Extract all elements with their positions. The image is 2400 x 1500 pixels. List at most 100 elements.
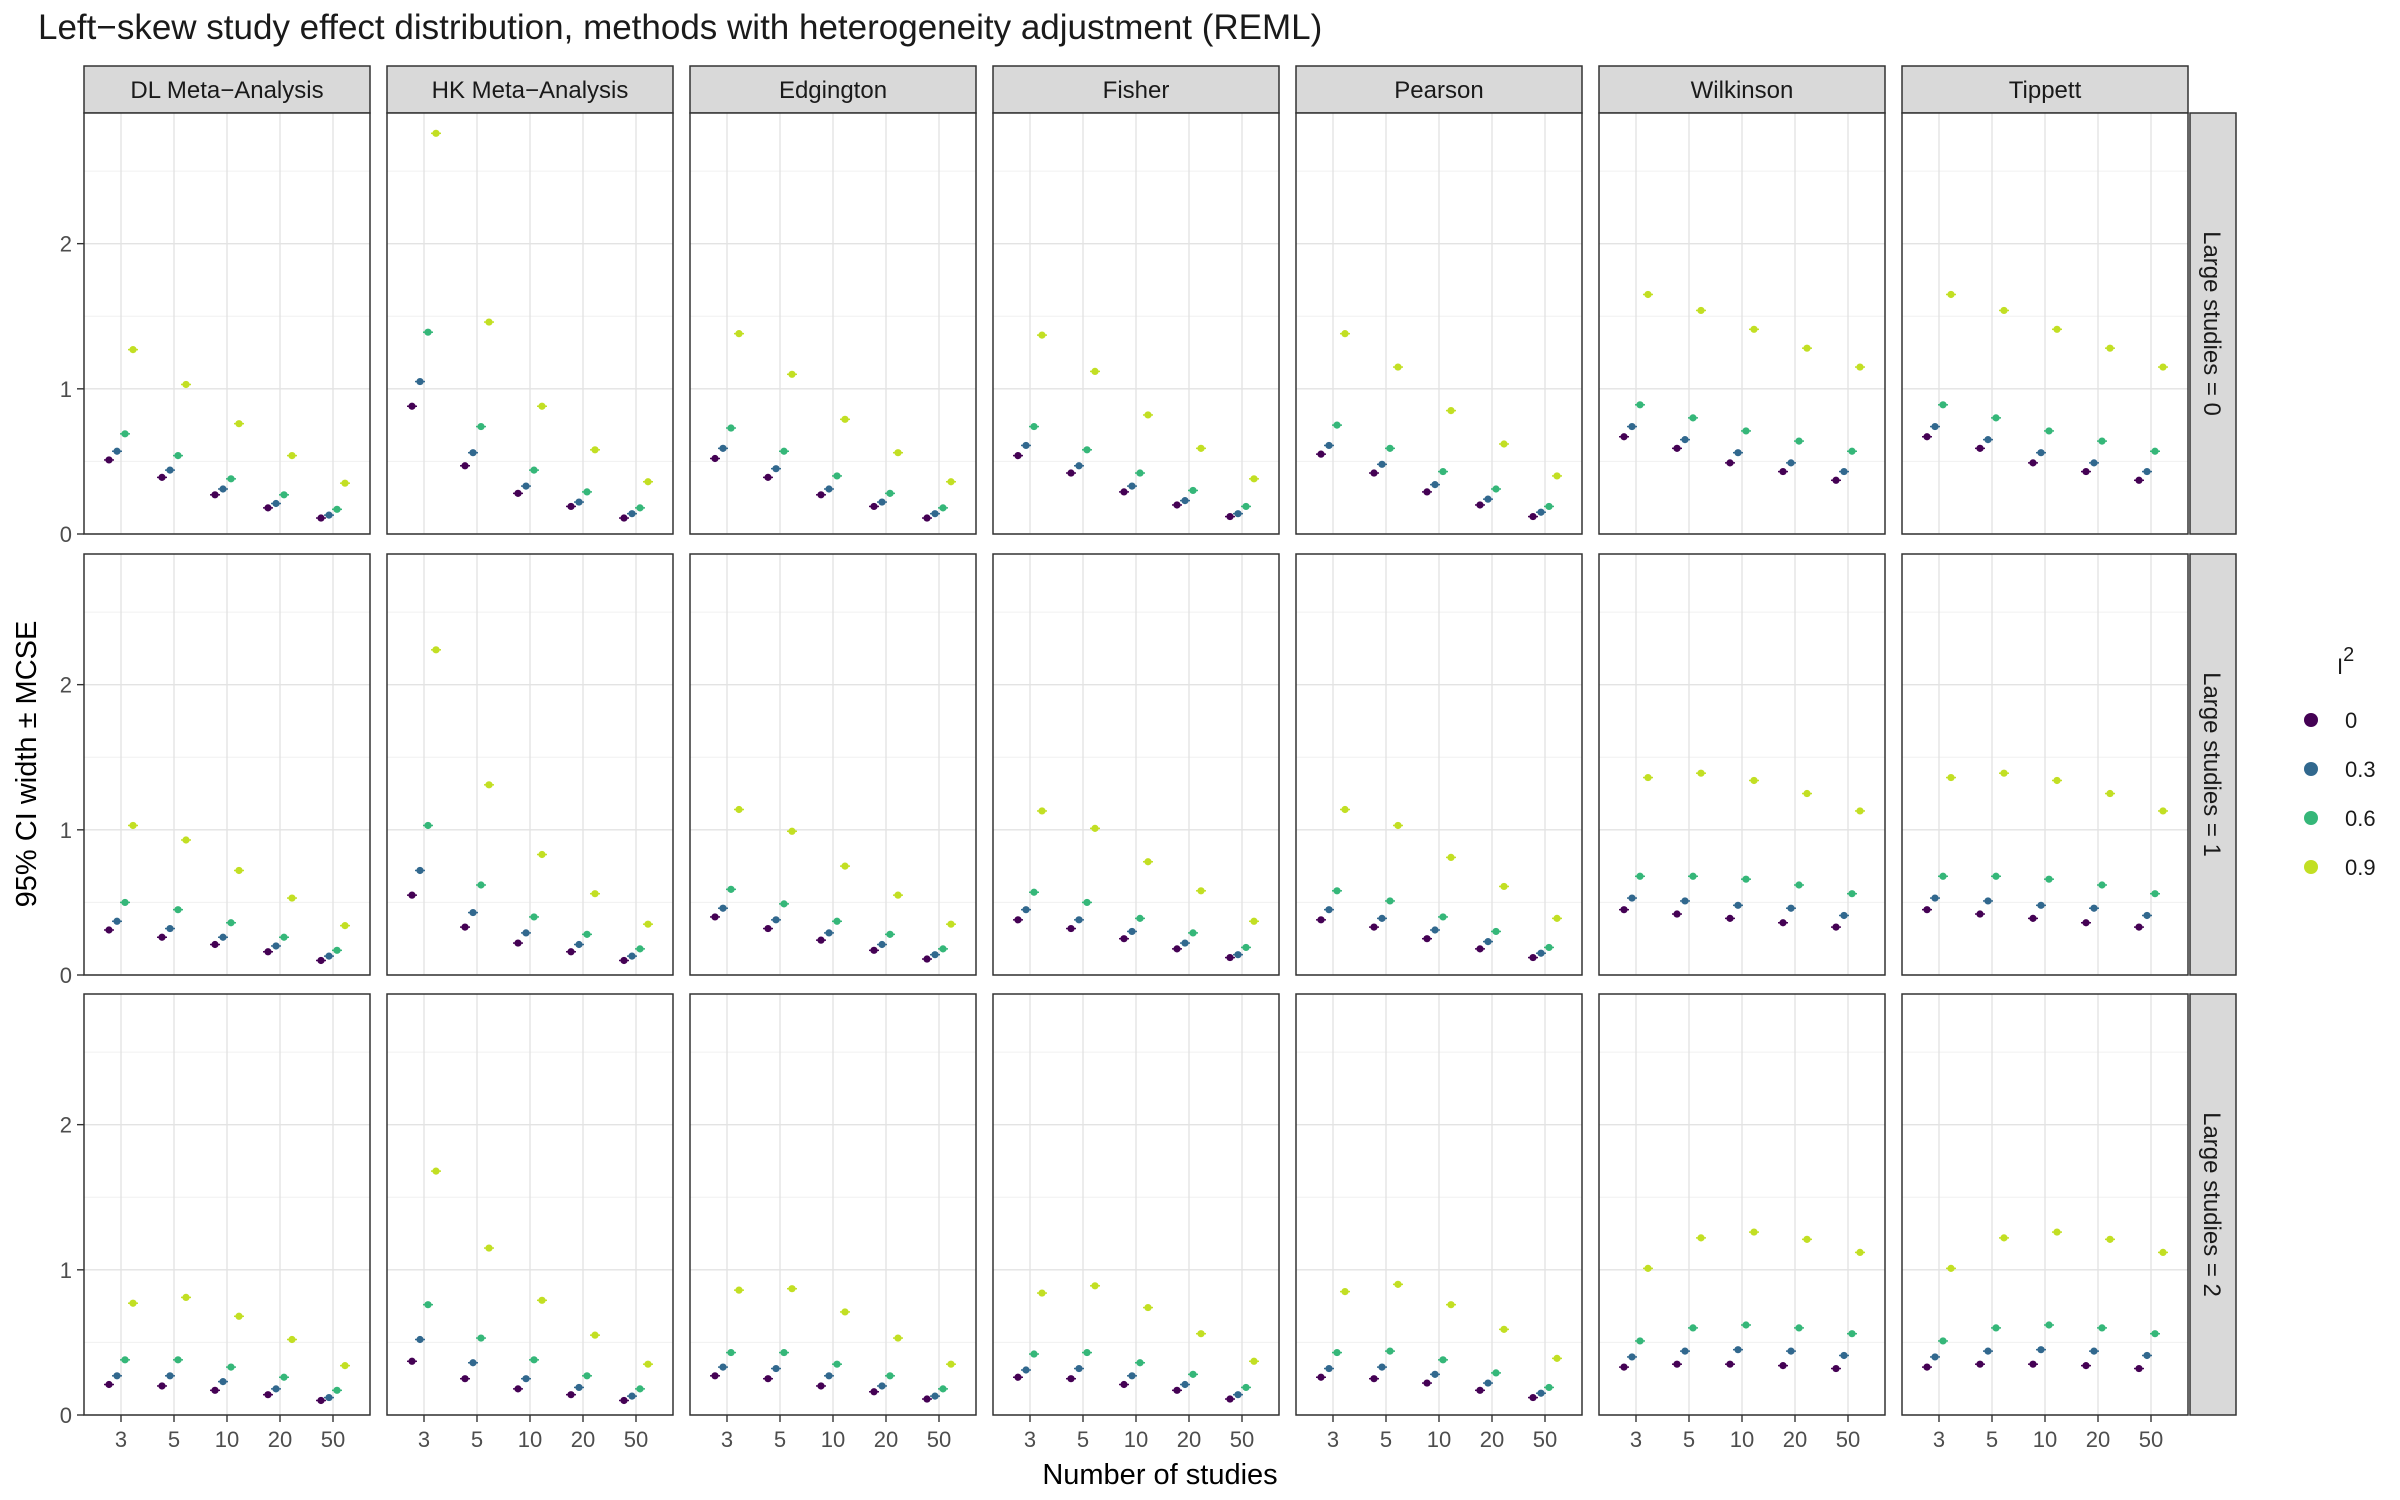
data-point	[2135, 923, 2143, 931]
data-point	[1325, 1364, 1333, 1373]
data-point	[1091, 1282, 1099, 1290]
data-point	[1984, 897, 1992, 905]
data-point	[1795, 1324, 1803, 1332]
data-point	[636, 1385, 644, 1393]
data-point	[2159, 807, 2167, 815]
panel-border	[386, 112, 674, 535]
data-point	[424, 1301, 432, 1309]
data-point	[485, 1244, 493, 1252]
data-point	[833, 1360, 841, 1368]
data-point	[780, 1348, 788, 1357]
x-tick-label: 20	[1783, 1427, 1807, 1452]
data-point	[1537, 949, 1545, 957]
data-point	[2082, 919, 2090, 927]
data-point	[2106, 1235, 2114, 1243]
panel-border	[83, 112, 371, 535]
data-point	[1325, 441, 1333, 450]
data-point	[2098, 881, 2106, 889]
data-point	[2000, 1234, 2008, 1242]
data-point	[1067, 924, 1075, 933]
data-point	[772, 1364, 780, 1373]
data-point	[825, 929, 833, 937]
x-tick-label: 50	[927, 1427, 951, 1452]
column-strip	[1901, 65, 2189, 114]
data-point	[1022, 906, 1030, 914]
data-point	[1697, 306, 1705, 315]
data-point	[1529, 1393, 1537, 1402]
data-point	[1726, 1360, 1734, 1368]
data-point	[1553, 1354, 1561, 1362]
y-tick-label: 1	[60, 1258, 72, 1283]
data-point	[1553, 472, 1561, 480]
data-point	[1075, 1364, 1083, 1373]
data-point	[1075, 462, 1083, 470]
x-tick-label: 50	[1836, 1427, 1860, 1452]
panel-border	[1598, 553, 1886, 976]
data-point	[1394, 363, 1402, 371]
data-point	[1992, 872, 2000, 880]
data-point	[1492, 485, 1500, 493]
data-point	[325, 952, 333, 960]
data-point	[878, 940, 886, 949]
data-point	[1779, 1362, 1787, 1370]
data-point	[583, 488, 591, 496]
data-point	[424, 328, 432, 336]
x-axis-title: Number of studies	[1042, 1459, 1277, 1491]
data-point	[113, 447, 121, 455]
data-point	[211, 1386, 219, 1394]
data-point	[620, 956, 628, 965]
data-point	[1553, 914, 1561, 922]
legend-key	[2304, 713, 2318, 727]
data-point	[1014, 916, 1022, 924]
data-point	[166, 924, 174, 933]
data-point	[1181, 497, 1189, 505]
panel-border	[1901, 112, 2189, 535]
legend-title-base: I	[2337, 654, 2343, 679]
data-point	[158, 1382, 166, 1390]
data-point	[514, 489, 522, 497]
column-strip-label: Wilkinson	[1691, 77, 1794, 104]
x-tick-label: 10	[1124, 1427, 1148, 1452]
row-strip-label: Large studies = 0	[2198, 231, 2225, 416]
x-tick-label: 3	[1933, 1427, 1945, 1452]
data-point	[182, 380, 190, 389]
data-point	[288, 894, 296, 902]
legend-key	[2304, 811, 2318, 825]
data-point	[583, 1372, 591, 1380]
data-point	[939, 1385, 947, 1393]
data-point	[538, 402, 546, 410]
data-point	[719, 444, 727, 452]
data-point	[575, 498, 583, 506]
data-point	[1242, 943, 1250, 952]
x-tick-label: 5	[1077, 1427, 1089, 1452]
data-point	[620, 514, 628, 522]
y-tick-label: 1	[60, 818, 72, 843]
legend-label: 0.6	[2345, 806, 2376, 831]
data-point	[129, 346, 137, 354]
data-point	[1242, 502, 1250, 511]
data-point	[227, 919, 235, 927]
data-point	[1931, 1353, 1939, 1361]
data-point	[469, 449, 477, 457]
data-point	[1484, 1379, 1492, 1387]
data-point	[477, 881, 485, 889]
data-point	[1484, 938, 1492, 946]
x-tick-label: 20	[571, 1427, 595, 1452]
data-point	[1136, 1359, 1144, 1367]
data-point	[1128, 927, 1136, 936]
data-point	[408, 402, 416, 410]
data-point	[764, 1375, 772, 1383]
data-point	[591, 890, 599, 898]
data-point	[2053, 1228, 2061, 1236]
y-tick-label: 2	[60, 1113, 72, 1138]
data-point	[158, 473, 166, 481]
data-point	[2037, 901, 2045, 909]
data-point	[591, 446, 599, 454]
data-point	[939, 945, 947, 953]
data-point	[567, 1391, 575, 1399]
data-point	[2037, 1346, 2045, 1354]
data-point	[485, 318, 493, 326]
data-point	[174, 452, 182, 460]
data-point	[1644, 1264, 1652, 1272]
data-point	[1697, 769, 1705, 777]
